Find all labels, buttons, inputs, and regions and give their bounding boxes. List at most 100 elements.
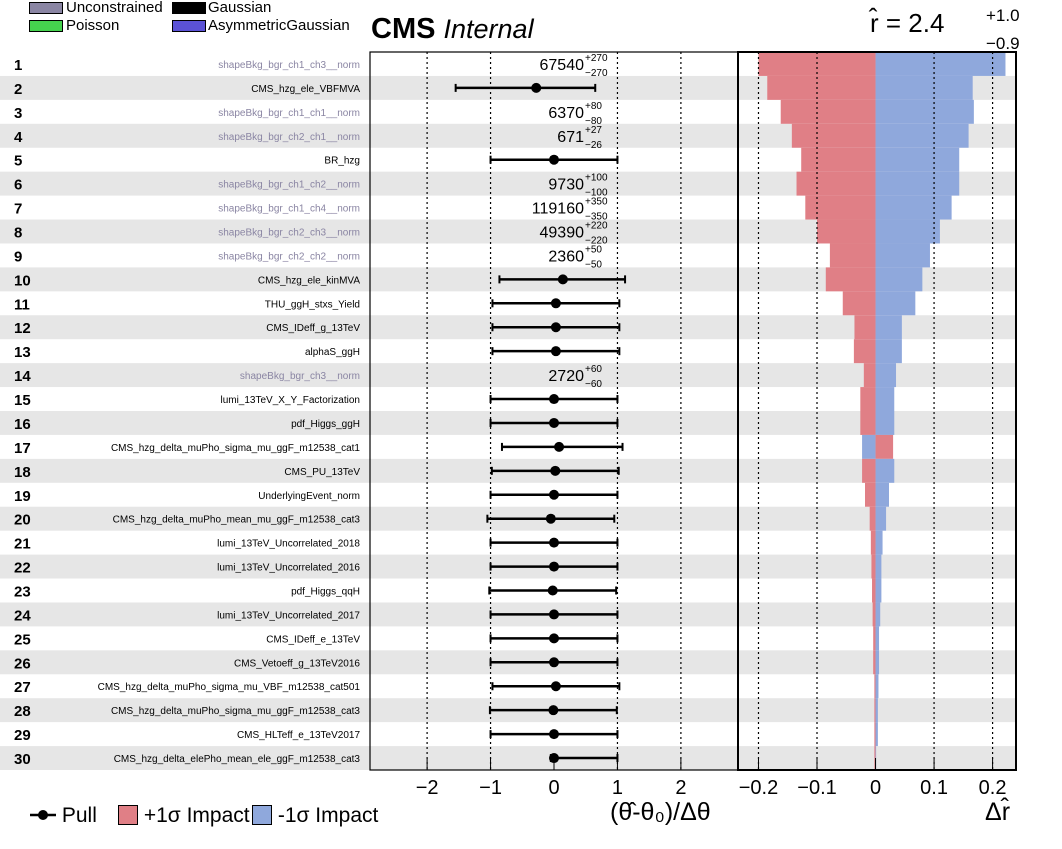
fit-value: 6370 [548,105,584,122]
plus-impact-bar [874,674,876,699]
minus-impact-bar [875,267,923,292]
fit-error-up: +27 [585,125,602,136]
fit-error-down: −220 [585,236,608,247]
minus-impact-bar [875,578,882,603]
legend-label-asymmetric-gaussian: AsymmetricGaussian [208,17,350,34]
plus-impact-bar [873,626,876,651]
row-rank: 2 [14,81,22,98]
plus-impact-bar [801,147,876,172]
cms-title: CMS Internal [371,14,534,44]
pull-marker-icon [30,810,56,820]
minus-impact-swatch [252,805,272,825]
parameter-name: shapeBkg_bgr_ch1_ch2__norm [218,180,360,191]
fit-error-up: +50 [585,244,602,255]
minus-impact-bar [875,387,895,411]
legend-swatch-unconstrained [29,2,63,14]
minus-impact-bar [875,674,879,699]
pull-point [550,298,561,309]
pull-point [550,346,561,357]
parameter-name: UnderlyingEvent_norm [258,491,360,502]
parameter-name: CMS_hzg_ele_kinMVA [258,275,360,286]
plus-impact-bar [862,458,876,483]
best-fit-r-up: +1.0 [986,6,1020,25]
pull-point [550,681,561,692]
fit-error-up: +350 [585,197,608,208]
row-rank: 23 [14,584,31,601]
legend-swatch-poisson [29,20,63,32]
minus-impact-bar [875,458,895,483]
fit-value: 2720 [548,368,584,385]
minus-impact-bar [875,626,880,651]
minus-impact-bar [875,171,960,196]
minus-impact-bar [875,147,960,172]
fit-error-down: −100 [585,188,608,199]
minus-impact-bar [875,339,902,364]
minus-impact-bar [875,722,878,747]
row-rank: 13 [14,344,31,361]
row-band [0,746,1016,770]
parameter-name: pdf_Higgs_qqH [291,587,360,598]
plus-impact-bar [842,291,876,316]
parameter-name: shapeBkg_bgr_ch2_ch3__norm [218,228,360,239]
pull-point [531,82,542,93]
minus-impact-bar [875,123,969,148]
parameter-name: shapeBkg_bgr_ch1_ch3__norm [218,60,360,71]
legend-plus-impact: +1σ Impact [118,804,250,828]
minus-impact-bar [875,411,895,435]
pull-point [545,513,556,524]
fit-value: 67540 [540,57,585,74]
legend-label-gaussian: Gaussian [208,0,272,16]
minus-impact-bar [875,602,881,627]
row-rank: 3 [14,105,22,122]
pull-point [549,537,559,548]
plus-impact-bar [875,434,894,459]
parameter-name: CMS_HLTeff_e_13TeV2017 [237,730,360,741]
minus-impact-bar [875,530,883,555]
minus-impact-bar [875,243,930,268]
plus-impact-bar [825,267,876,292]
minus-impact-bar [875,506,887,531]
best-fit-r: r̂ = 2.4 +1.0 −0.9 [870,6,1020,53]
parameter-name: CMS_hzg_ele_VBFMVA [251,84,360,95]
impact-frame [737,51,1017,771]
fit-error-up: +100 [585,173,608,184]
impact-tick-label: −0.2 [739,777,778,799]
parameter-name: CMS_hzg_delta_elePho_mean_ele_ggF_m12538… [114,754,361,765]
legend-label-poisson: Poisson [66,17,120,34]
fit-value: 2360 [548,248,584,265]
pull-tick-label: 0 [548,777,559,799]
minus-impact-bar [875,363,897,388]
row-rank: 14 [14,368,31,385]
pull-point [549,633,559,644]
parameter-name: CMS_PU_13TeV [284,467,360,478]
legend-pull-label: Pull [61,804,97,827]
legend-pull: Pull [30,804,97,828]
row-rank: 8 [14,225,22,242]
pull-point [549,753,559,764]
impact-tick-label: 0 [870,777,881,799]
legend-plus-impact-label: +1σ Impact [143,804,250,827]
plus-impact-bar [874,698,876,723]
row-rank: 19 [14,488,31,505]
pull-point [549,609,559,620]
plus-impact-bar [872,578,876,603]
pull-point [547,585,558,596]
fit-value: 671 [557,129,584,146]
row-rank: 16 [14,416,31,433]
row-rank: 15 [14,392,31,409]
minus-impact-bar [875,52,1006,76]
row-rank: 28 [14,703,31,720]
row-rank: 24 [14,607,31,624]
minus-impact-bar [875,219,940,244]
legend-label-unconstrained: Unconstrained [66,0,163,16]
minus-impact-bar [875,99,974,124]
plus-impact-bar [874,746,876,770]
plus-impact-bar [872,602,876,627]
plus-impact-bar [874,722,876,747]
pull-axis-label: (θ̂-θ₀)/Δθ [610,798,711,826]
parameter-name: CMS_IDeff_e_13TeV [266,634,360,645]
row-rank: 17 [14,440,31,457]
parameter-name: lumi_13TeV_Uncorrelated_2018 [217,539,360,550]
plus-impact-bar [854,315,876,340]
row-band [0,123,1016,148]
